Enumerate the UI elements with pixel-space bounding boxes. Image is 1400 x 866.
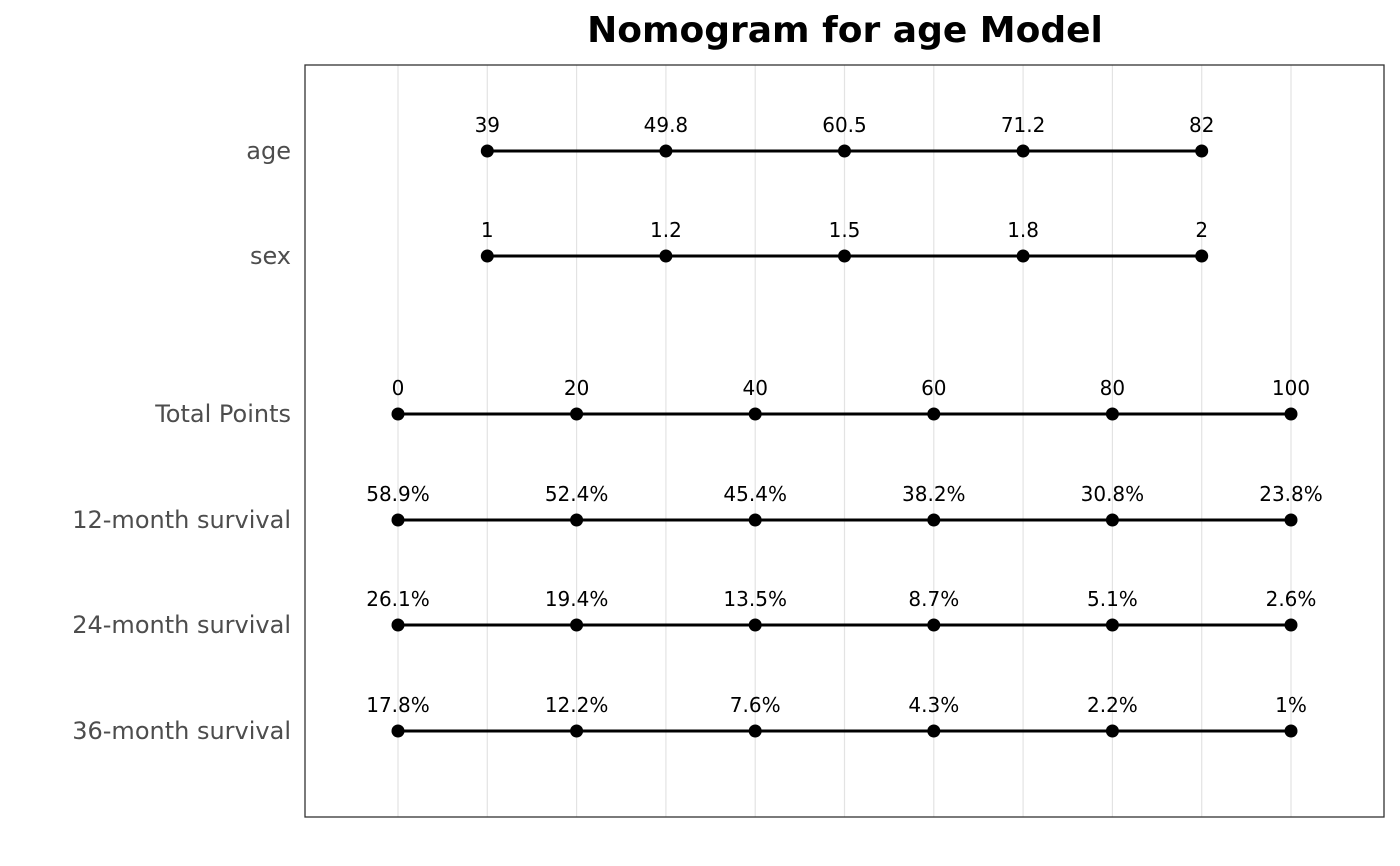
tick-label: 7.6%	[730, 693, 781, 717]
row-label: 12-month survival	[72, 506, 291, 534]
tick-label: 1.5	[829, 218, 861, 242]
grid-lines	[397, 65, 1292, 817]
tick-label: 1.2	[650, 218, 682, 242]
tick-label: 5.1%	[1087, 587, 1138, 611]
tick-label: 19.4%	[545, 587, 609, 611]
tick-point	[1284, 407, 1298, 421]
tick-point	[1016, 144, 1030, 158]
tick-label: 2.2%	[1087, 693, 1138, 717]
tick-label: 40	[742, 376, 767, 400]
tick-point	[570, 513, 584, 527]
tick-point	[838, 144, 851, 158]
tick-point	[748, 724, 762, 738]
tick-point	[1105, 618, 1119, 632]
tick-point	[659, 249, 673, 263]
panel-border	[304, 64, 1385, 818]
tick-point	[927, 724, 941, 738]
tick-point	[1105, 724, 1119, 738]
tick-label: 1.8	[1007, 218, 1039, 242]
tick-label: 8.7%	[908, 587, 959, 611]
tick-label: 58.9%	[366, 482, 430, 506]
tick-point	[659, 144, 673, 158]
tick-point	[748, 618, 762, 632]
tick-point	[1284, 618, 1298, 632]
tick-point	[391, 407, 405, 421]
tick-label: 13.5%	[723, 587, 787, 611]
tick-point	[1105, 513, 1119, 527]
row-36-month-survival: 36-month survival 17.8% 12.2% 7.6% 4.3% 2.2% 1…	[72, 693, 1307, 745]
row-label: 36-month survival	[72, 717, 291, 745]
tick-label: 0	[392, 376, 405, 400]
tick-label: 82	[1189, 113, 1214, 137]
tick-label: 1%	[1275, 693, 1307, 717]
nomogram-rows: age 39 49.8 60.5 71.2 82 sex 1 1.2 1.5 1.8 2 Total P…	[72, 113, 1323, 745]
row-12-month-survival: 12-month survival 58.9% 52.4% 45.4% 38.2% 30.…	[72, 482, 1323, 534]
tick-label: 45.4%	[723, 482, 787, 506]
tick-label: 4.3%	[908, 693, 959, 717]
row-label: age	[246, 137, 291, 165]
tick-label: 52.4%	[545, 482, 609, 506]
tick-point	[570, 724, 584, 738]
tick-label: 2.6%	[1266, 587, 1317, 611]
row-label: sex	[250, 242, 291, 270]
tick-point	[391, 513, 405, 527]
tick-point	[927, 513, 941, 527]
tick-label: 71.2	[1001, 113, 1046, 137]
tick-point	[927, 407, 941, 421]
row-sex: sex 1 1.2 1.5 1.8 2	[250, 218, 1209, 270]
row-label: Total Points	[154, 400, 291, 428]
tick-label: 2	[1195, 218, 1208, 242]
tick-point	[391, 724, 405, 738]
tick-label: 49.8	[644, 113, 689, 137]
tick-point	[391, 618, 405, 632]
tick-label: 26.1%	[366, 587, 430, 611]
tick-label: 23.8%	[1259, 482, 1323, 506]
tick-point	[1105, 407, 1119, 421]
tick-label: 60.5	[822, 113, 867, 137]
tick-point	[570, 407, 584, 421]
row-total-points: Total Points 0 20 40 60 80 100	[154, 376, 1310, 428]
tick-label: 12.2%	[545, 693, 609, 717]
tick-label: 17.8%	[366, 693, 430, 717]
tick-point	[1016, 249, 1030, 263]
tick-point	[480, 249, 494, 263]
tick-point	[1195, 144, 1209, 158]
tick-label: 80	[1100, 376, 1125, 400]
row-age: age 39 49.8 60.5 71.2 82	[246, 113, 1214, 165]
row-24-month-survival: 24-month survival 26.1% 19.4% 13.5% 8.7% 5.1%…	[72, 587, 1316, 639]
tick-point	[480, 144, 494, 158]
tick-point	[1284, 513, 1298, 527]
tick-point	[748, 513, 762, 527]
tick-label: 20	[564, 376, 589, 400]
tick-label: 60	[921, 376, 946, 400]
tick-label: 30.8%	[1081, 482, 1145, 506]
tick-point	[1195, 249, 1209, 263]
tick-point	[570, 618, 584, 632]
tick-point	[1284, 724, 1298, 738]
row-label: 24-month survival	[72, 611, 291, 639]
tick-label: 39	[475, 113, 500, 137]
tick-label: 38.2%	[902, 482, 966, 506]
tick-label: 1	[481, 218, 494, 242]
tick-point	[748, 407, 762, 421]
tick-point	[838, 249, 851, 263]
chart-title: Nomogram for age Model	[587, 10, 1103, 51]
tick-point	[927, 618, 941, 632]
tick-label: 100	[1272, 376, 1310, 400]
